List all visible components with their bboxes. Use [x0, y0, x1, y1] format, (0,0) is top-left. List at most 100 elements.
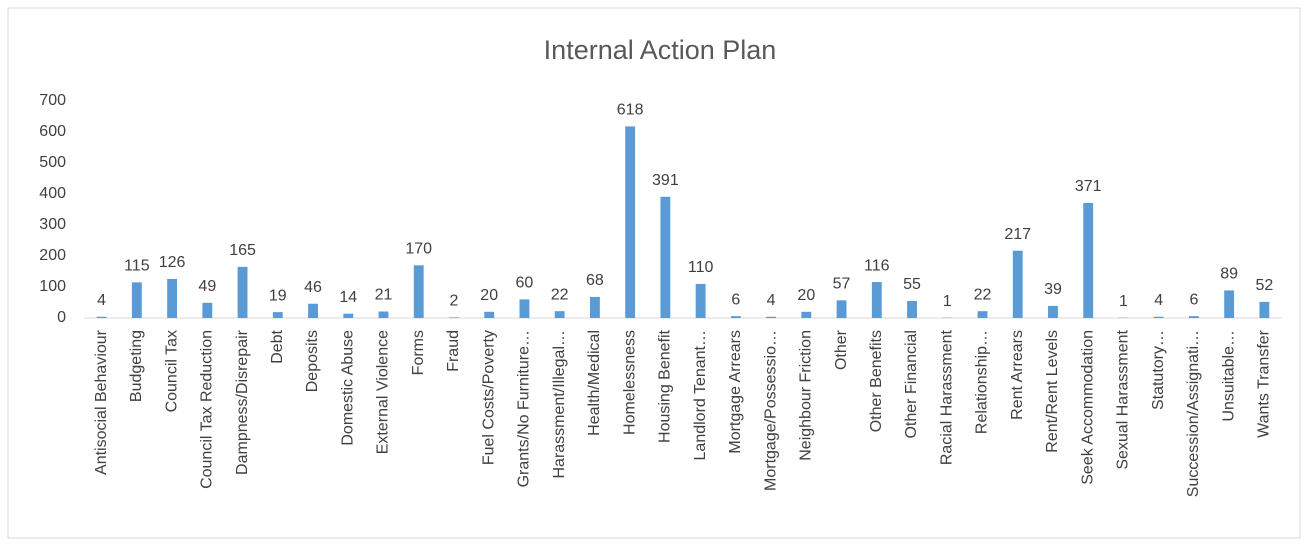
x-tick-label: Landlord Tenant…: [692, 330, 709, 460]
x-tick-label: Neighbour Friction: [798, 330, 815, 461]
x-tick-label: Fuel Costs/Poverty: [480, 330, 497, 465]
data-label: 46: [304, 279, 322, 296]
data-label: 14: [339, 289, 357, 306]
data-label: 21: [375, 287, 393, 304]
x-tick-label: Rent/Rent Levels: [1044, 330, 1061, 453]
data-label: 19: [269, 287, 287, 304]
x-tick-label: Dampness/Disrepair: [234, 329, 251, 475]
data-label: 52: [1255, 277, 1273, 294]
bar: [1048, 305, 1058, 318]
x-tick-label: Homelessness: [621, 330, 638, 435]
data-label: 391: [652, 172, 679, 189]
x-tick-label: Deposits: [304, 330, 321, 392]
data-label: 165: [229, 242, 256, 259]
bar: [1083, 202, 1094, 318]
x-tick-label: Other: [833, 329, 850, 370]
data-label: 68: [586, 272, 604, 289]
data-label: 4: [97, 292, 106, 309]
bar: [1153, 316, 1164, 318]
x-tick-label: Budgeting: [128, 330, 145, 402]
data-label: 4: [1154, 292, 1163, 309]
bar: [237, 266, 248, 318]
x-tick-label: Relationship…: [974, 330, 991, 434]
y-tick-label: 700: [39, 92, 66, 109]
data-label: 49: [198, 278, 216, 295]
bar: [1224, 290, 1235, 318]
data-label: 20: [480, 287, 498, 304]
data-label: 6: [731, 291, 740, 308]
x-tick-label: Grants/No Furniture…: [516, 330, 533, 487]
y-tick-label: 200: [39, 247, 66, 264]
data-label: 618: [617, 102, 644, 119]
x-tick-label: Mortgage Arrears: [727, 330, 744, 454]
x-tick-label: Mortgage/Possessio…: [762, 330, 779, 491]
data-label: 20: [797, 287, 815, 304]
x-tick-label: External Violence: [375, 330, 392, 454]
x-tick-label: Fraud: [445, 330, 462, 372]
x-tick-label: Other Benefits: [868, 330, 885, 432]
bar: [308, 303, 318, 318]
x-tick-label: Antisocial Behaviour: [93, 329, 110, 475]
x-tick-label: Health/Medical: [586, 330, 603, 436]
bar: [766, 316, 777, 318]
x-tick-label: Racial Harassment: [938, 329, 955, 465]
bar: [378, 311, 389, 318]
bar: [167, 278, 178, 318]
bar: [449, 317, 459, 318]
data-label: 110: [688, 259, 714, 276]
bar: [977, 311, 988, 318]
bar: [589, 296, 600, 318]
bar: [413, 265, 424, 318]
data-label: 57: [833, 276, 851, 293]
data-label: 39: [1044, 281, 1062, 298]
data-label: 2: [450, 293, 459, 310]
x-tick-label: Unsuitable…: [1220, 330, 1237, 422]
bar: [343, 313, 354, 318]
x-tick-label: Rent Arrears: [1009, 330, 1026, 420]
data-label: 89: [1220, 266, 1238, 283]
bar: [660, 196, 671, 318]
bar: [1012, 250, 1023, 318]
bar: [730, 316, 741, 318]
x-tick-label: Harassment/Illegal…: [551, 330, 568, 479]
bar: [484, 311, 495, 318]
x-tick-label: Seek Accommodation: [1079, 330, 1096, 485]
data-label: 170: [405, 241, 432, 258]
data-label: 60: [516, 275, 534, 292]
x-tick-label: Housing Benefit: [657, 329, 674, 443]
y-tick-label: 300: [39, 216, 66, 233]
data-label: 116: [864, 257, 890, 274]
bar: [871, 282, 882, 318]
data-label: 1: [1119, 293, 1128, 310]
data-label: 217: [1004, 226, 1031, 243]
data-label: 371: [1075, 178, 1102, 195]
y-tick-label: 0: [57, 309, 66, 326]
y-tick-label: 400: [39, 185, 66, 202]
x-tick-label: Succession/Assignati…: [1185, 330, 1202, 497]
bar: [801, 311, 812, 318]
x-tick-label: Council Tax: [163, 330, 180, 412]
bar: [272, 312, 283, 318]
bar: [836, 300, 847, 318]
data-label: 4: [767, 292, 776, 309]
data-label: 22: [974, 286, 992, 303]
bar: [202, 302, 213, 318]
y-tick-label: 600: [39, 123, 66, 140]
y-tick-label: 500: [39, 154, 66, 171]
x-tick-label: Wants Transfer: [1256, 329, 1273, 438]
bar: [554, 311, 565, 318]
x-tick-label: Forms: [410, 330, 427, 375]
bar: [1188, 316, 1199, 318]
chart-title: Internal Action Plan: [544, 35, 777, 65]
data-label: 1: [943, 293, 952, 310]
data-label: 126: [159, 254, 186, 271]
x-tick-label: Debt: [269, 329, 286, 363]
data-label: 55: [903, 276, 921, 293]
x-tick-label: Domestic Abuse: [339, 330, 356, 446]
bar: [96, 316, 107, 318]
bar: [695, 283, 706, 318]
x-tick-label: Sexual Harassment: [1115, 329, 1132, 469]
bar: [519, 299, 530, 318]
data-label: 115: [124, 258, 150, 275]
